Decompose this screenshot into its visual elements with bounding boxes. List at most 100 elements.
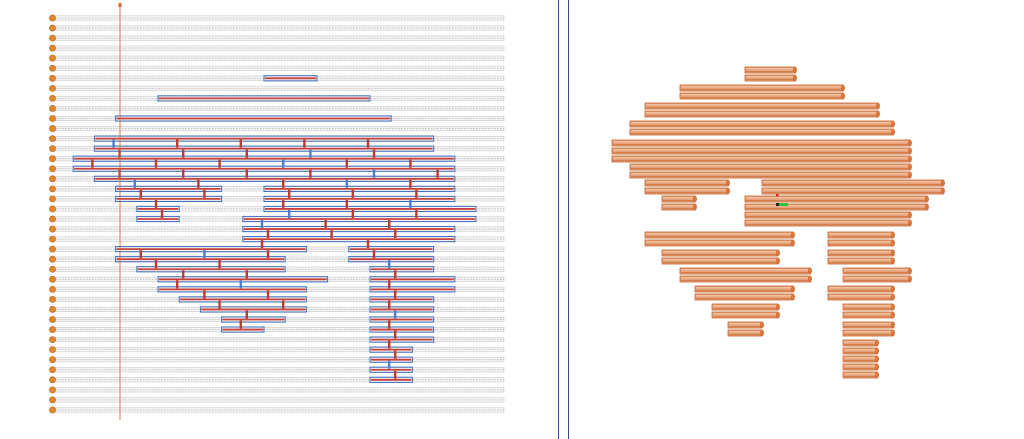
strand-segment[interactable] xyxy=(242,236,456,243)
crossover[interactable] xyxy=(239,320,242,329)
crossover[interactable] xyxy=(345,199,348,208)
crossover[interactable] xyxy=(288,189,291,198)
3d-view-panel[interactable] xyxy=(569,0,1024,439)
crossover[interactable] xyxy=(245,310,248,319)
crossover[interactable] xyxy=(345,159,348,168)
crossover[interactable] xyxy=(282,199,285,208)
scaffold-strand[interactable] xyxy=(93,175,456,182)
scaffold-strand[interactable] xyxy=(369,276,456,283)
crossover[interactable] xyxy=(388,280,391,289)
strand-segment[interactable] xyxy=(263,195,456,203)
crossover[interactable] xyxy=(91,159,94,168)
crossover[interactable] xyxy=(197,179,200,188)
scaffold-strand[interactable] xyxy=(369,286,456,293)
scaffold-strand[interactable] xyxy=(348,246,435,253)
helix-cylinder[interactable] xyxy=(644,187,730,195)
helix-cylinder[interactable] xyxy=(694,293,795,301)
helix-cylinder[interactable] xyxy=(744,74,797,82)
crossover[interactable] xyxy=(282,159,285,168)
crossover[interactable] xyxy=(394,350,397,359)
helix-cylinder[interactable] xyxy=(661,257,780,265)
crossover[interactable] xyxy=(415,189,418,198)
helix-cylinder[interactable] xyxy=(842,321,895,329)
helix-row[interactable] xyxy=(49,34,505,42)
slice-handle[interactable] xyxy=(118,3,122,7)
helix-cylinder[interactable] xyxy=(842,347,879,355)
crossover[interactable] xyxy=(309,149,312,158)
helix-end-icon[interactable] xyxy=(49,225,56,233)
helix-cylinder[interactable] xyxy=(629,171,912,179)
scaffold-strand[interactable] xyxy=(115,185,223,192)
crossover[interactable] xyxy=(345,179,348,188)
scaffold-strand[interactable] xyxy=(263,195,456,203)
panel-divider-left[interactable] xyxy=(558,0,559,439)
crossover[interactable] xyxy=(409,159,412,168)
scaffold-strand[interactable] xyxy=(263,75,318,82)
helix-cylinder[interactable] xyxy=(727,321,764,329)
helix-cylinder[interactable] xyxy=(744,219,912,227)
helix-end-icon[interactable] xyxy=(49,54,56,62)
helix-cylinder[interactable] xyxy=(629,120,895,128)
crossover[interactable] xyxy=(266,290,270,299)
strand-segment[interactable] xyxy=(221,326,265,333)
helix-end-icon[interactable] xyxy=(49,285,56,293)
crossover[interactable] xyxy=(388,340,391,349)
strand-segment[interactable] xyxy=(369,316,435,323)
strand-segment[interactable] xyxy=(93,145,435,152)
crossover[interactable] xyxy=(394,290,397,299)
crossover[interactable] xyxy=(245,149,248,158)
helix-cylinder[interactable] xyxy=(744,211,912,219)
scaffold-strand[interactable] xyxy=(136,266,286,273)
helix-end-icon[interactable] xyxy=(49,115,56,122)
strand-segment[interactable] xyxy=(136,266,286,273)
strand-segment[interactable] xyxy=(263,205,477,213)
strand-segment[interactable] xyxy=(221,316,286,323)
crossover[interactable] xyxy=(245,169,248,178)
scaffold-strand[interactable] xyxy=(369,356,413,363)
crossover[interactable] xyxy=(239,139,242,148)
crossover[interactable] xyxy=(394,330,397,339)
scaffold-strand[interactable] xyxy=(93,145,435,152)
helix-row[interactable] xyxy=(49,336,505,343)
crossover[interactable] xyxy=(182,270,185,279)
crossover[interactable] xyxy=(415,209,418,218)
helix-row[interactable] xyxy=(49,326,505,333)
crossover[interactable] xyxy=(112,139,115,148)
path-view-canvas[interactable] xyxy=(0,0,558,439)
crossover[interactable] xyxy=(409,199,412,208)
crossover[interactable] xyxy=(394,230,397,239)
helix-cylinder[interactable] xyxy=(827,293,895,301)
scaffold-strand[interactable] xyxy=(369,366,413,373)
strand-segment[interactable] xyxy=(72,155,456,162)
helix-end-icon[interactable] xyxy=(49,306,56,313)
helix-row[interactable] xyxy=(49,376,505,384)
helix-row[interactable] xyxy=(49,406,505,414)
helix-cylinder[interactable] xyxy=(644,231,795,239)
strand-segment[interactable] xyxy=(369,356,413,363)
scaffold-strand[interactable] xyxy=(72,165,456,172)
scaffold-strand[interactable] xyxy=(369,376,413,383)
helix-cylinder[interactable] xyxy=(661,195,697,203)
helix-end-icon[interactable] xyxy=(49,84,56,92)
crossover[interactable] xyxy=(154,159,158,168)
scaffold-strand[interactable] xyxy=(263,185,456,192)
scaffold-strand[interactable] xyxy=(369,346,413,353)
scaffold-strand[interactable] xyxy=(115,195,223,203)
helix-row[interactable] xyxy=(49,64,505,72)
helix-end-icon[interactable] xyxy=(49,14,56,22)
scaffold-strand[interactable] xyxy=(157,286,307,293)
scaffold-strand[interactable] xyxy=(369,266,435,273)
helix-row[interactable] xyxy=(49,346,505,354)
crossover[interactable] xyxy=(218,159,221,168)
crossover[interactable] xyxy=(388,360,391,369)
helix-cylinder[interactable] xyxy=(761,187,945,195)
strand-segment[interactable] xyxy=(369,336,435,343)
strand-segment[interactable] xyxy=(136,205,180,213)
helix-row[interactable] xyxy=(49,24,505,32)
strand-segment[interactable] xyxy=(242,225,456,233)
strand-segment[interactable] xyxy=(369,296,435,303)
strand-segment[interactable] xyxy=(369,366,413,373)
crossover[interactable] xyxy=(160,209,164,218)
helix-cylinder[interactable] xyxy=(611,147,912,155)
helix-end-icon[interactable] xyxy=(49,105,56,112)
